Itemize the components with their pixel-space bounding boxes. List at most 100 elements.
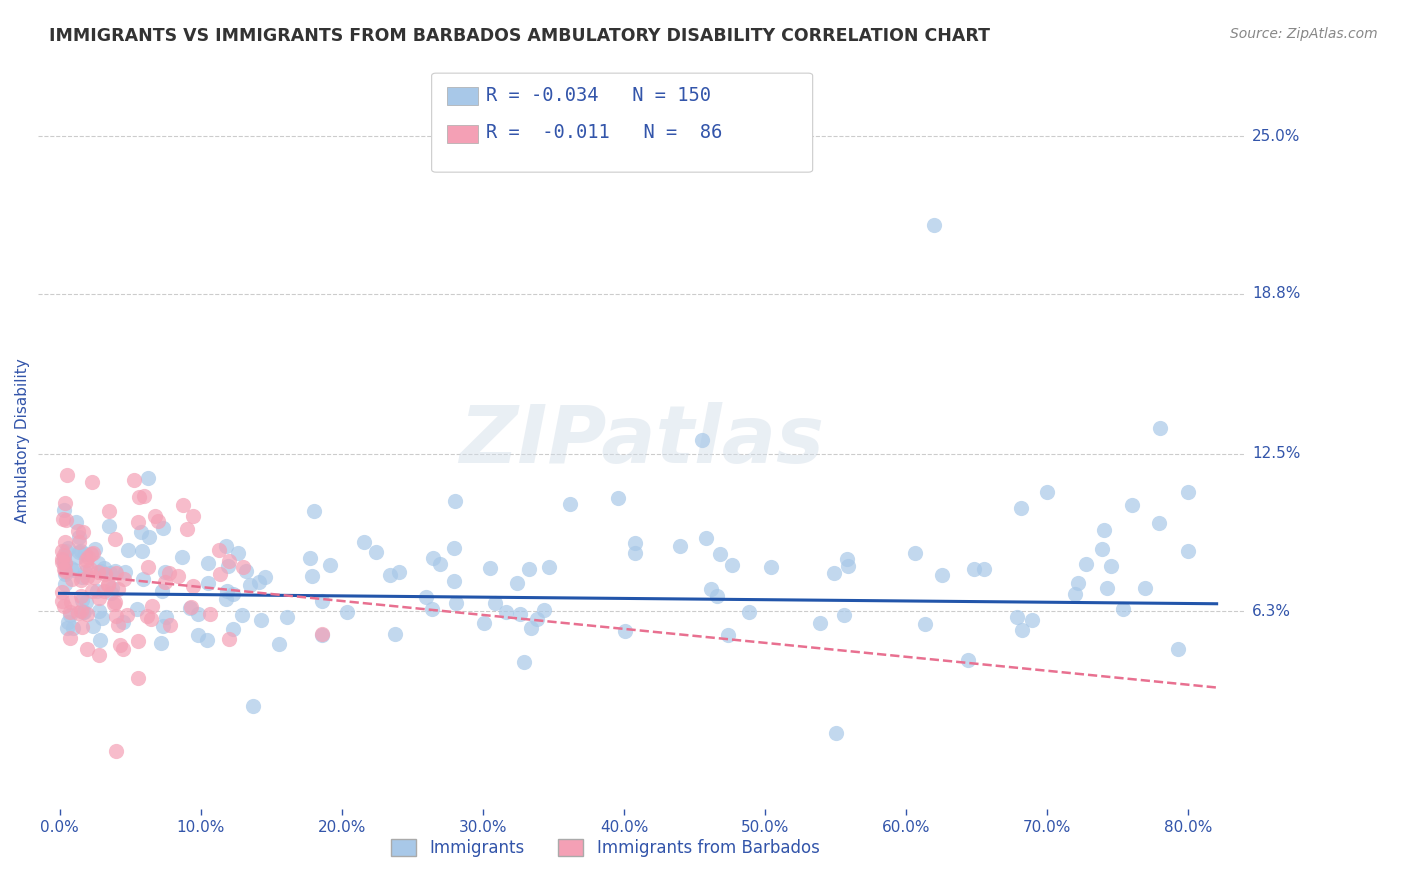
Point — [232, 560, 254, 574]
Point — [218, 554, 240, 568]
Point — [66, 549, 89, 564]
Point — [87, 556, 110, 570]
Point — [472, 616, 495, 631]
Point — [127, 634, 149, 648]
Point — [1177, 484, 1199, 499]
Point — [53, 566, 76, 581]
Point — [72, 593, 94, 607]
Point — [51, 555, 73, 569]
Point — [97, 577, 120, 591]
Point — [267, 637, 290, 651]
Point — [336, 605, 359, 619]
Point — [533, 603, 555, 617]
Point — [136, 471, 159, 485]
Point — [87, 604, 110, 618]
Point — [65, 515, 87, 529]
Point — [70, 574, 93, 588]
Point — [104, 564, 127, 578]
Point — [242, 698, 264, 713]
Point — [141, 612, 163, 626]
Point — [69, 544, 91, 558]
Point — [706, 589, 728, 603]
Point — [60, 572, 83, 586]
Point — [104, 532, 127, 546]
Point — [957, 653, 980, 667]
Point — [111, 642, 134, 657]
Point — [80, 583, 103, 598]
Point — [311, 626, 333, 640]
Point — [692, 433, 714, 447]
Point — [1177, 544, 1199, 558]
Point — [623, 546, 645, 560]
Point — [83, 570, 105, 584]
Point — [105, 609, 128, 624]
Point — [380, 568, 402, 582]
Point — [127, 671, 149, 685]
Point — [217, 559, 239, 574]
Point — [1112, 601, 1135, 615]
Point — [479, 560, 502, 574]
Point — [759, 560, 782, 574]
Legend: Immigrants, Immigrants from Barbados: Immigrants, Immigrants from Barbados — [385, 832, 827, 863]
Point — [149, 636, 172, 650]
Point — [904, 546, 927, 560]
Point — [51, 543, 73, 558]
Point — [311, 594, 333, 608]
Point — [53, 565, 76, 579]
Point — [76, 569, 98, 583]
Point — [80, 547, 103, 561]
Text: 25.0%: 25.0% — [1251, 129, 1301, 144]
Point — [89, 633, 111, 648]
Point — [143, 509, 166, 524]
Point — [1021, 613, 1043, 627]
Point — [58, 615, 80, 629]
Point — [51, 584, 73, 599]
Point — [200, 607, 222, 622]
Point — [127, 516, 149, 530]
Point — [1121, 498, 1143, 512]
Point — [231, 607, 253, 622]
Point — [235, 564, 257, 578]
Point — [914, 617, 936, 632]
Point — [76, 641, 98, 656]
Point — [52, 556, 75, 570]
Point — [70, 603, 93, 617]
Point — [62, 621, 84, 635]
Point — [72, 524, 94, 539]
Point — [53, 496, 76, 510]
Point — [837, 552, 859, 566]
Text: R = -0.034   N = 150: R = -0.034 N = 150 — [486, 86, 711, 105]
Text: R =  -0.011   N =  86: R = -0.011 N = 86 — [486, 123, 723, 143]
Point — [443, 541, 465, 555]
Point — [128, 490, 150, 504]
Point — [700, 582, 723, 596]
Point — [187, 607, 209, 622]
Point — [832, 607, 855, 622]
Point — [197, 576, 219, 591]
Point — [824, 726, 846, 740]
Point — [56, 541, 79, 555]
Point — [77, 549, 100, 564]
Point — [823, 566, 845, 580]
Point — [613, 624, 636, 639]
Point — [415, 590, 437, 604]
Point — [221, 587, 243, 601]
Point — [422, 550, 444, 565]
Point — [195, 632, 218, 647]
Point — [56, 621, 79, 635]
Point — [446, 596, 468, 610]
Point — [75, 558, 97, 572]
Point — [709, 547, 731, 561]
Point — [103, 597, 125, 611]
Point — [104, 744, 127, 758]
Point — [114, 566, 136, 580]
Point — [606, 491, 628, 505]
Point — [53, 576, 76, 591]
Point — [117, 543, 139, 558]
Point — [125, 601, 148, 615]
Point — [63, 563, 86, 577]
Point — [509, 607, 531, 622]
Text: ZIPatlas: ZIPatlas — [460, 402, 824, 480]
Point — [1064, 587, 1087, 601]
Point — [301, 569, 323, 583]
